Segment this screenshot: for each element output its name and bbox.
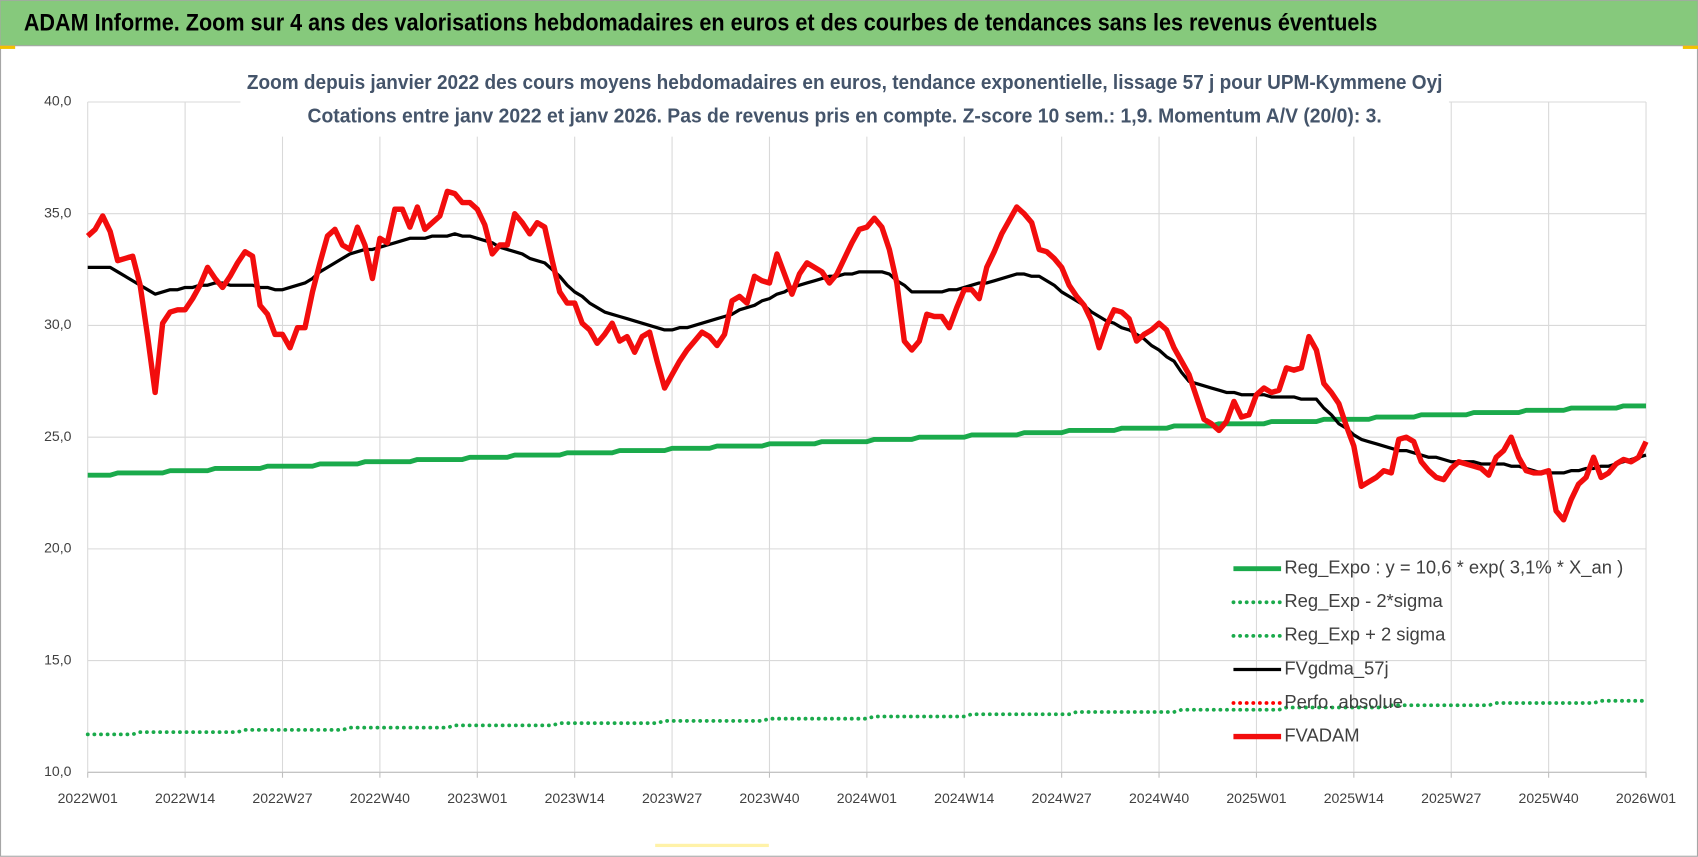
legend-label: Reg_Exp + 2 sigma (1284, 624, 1446, 646)
chart-title: Zoom depuis janvier 2022 des cours moyen… (247, 71, 1443, 94)
header-bar (0, 0, 1698, 47)
x-tick-label: 2023W27 (642, 790, 702, 806)
plot-lines (85, 188, 1649, 737)
x-tick-label: 2024W40 (1129, 790, 1189, 806)
legend: Reg_Expo : y = 10,6 * exp( 3,1% * X_an )… (1231, 557, 1623, 745)
x-tick-label: 2025W14 (1324, 790, 1384, 806)
y-tick-label: 35,0 (44, 204, 72, 220)
x-tick-label: 2022W01 (58, 790, 118, 806)
legend-label: Perfo. absolue (1284, 691, 1403, 712)
series-line (87, 232, 1647, 475)
corner-mark (1682, 45, 1698, 49)
corner-mark (0, 45, 16, 49)
x-tick-label: 2022W40 (350, 790, 410, 806)
chart-subtitle: Cotations entre janv 2022 et janv 2026. … (308, 105, 1382, 128)
legend-label: FVADAM (1284, 724, 1359, 745)
x-tick-label: 2025W27 (1421, 790, 1481, 806)
corner-mark (655, 843, 769, 848)
x-tick-label: 2024W14 (934, 790, 994, 806)
x-tick-label: 2025W40 (1519, 790, 1579, 806)
y-tick-label: 10,0 (44, 763, 72, 779)
x-tick-label: 2023W14 (545, 790, 605, 806)
x-tick-label: 2022W27 (252, 790, 312, 806)
legend-label: FVgdma_57j (1284, 657, 1388, 679)
y-tick-label: 40,0 (44, 93, 72, 109)
y-tick-label: 15,0 (44, 651, 72, 667)
series-line (87, 403, 1647, 478)
legend-label: Reg_Exp - 2*sigma (1284, 590, 1443, 612)
y-tick-label: 25,0 (44, 428, 72, 444)
x-tick-label: 2026W01 (1616, 790, 1676, 806)
x-tick-label: 2024W27 (1032, 790, 1092, 806)
series-line (85, 698, 1648, 737)
title-box (240, 65, 1449, 137)
x-tick-label: 2023W01 (447, 790, 507, 806)
x-tick-label: 2023W40 (739, 790, 799, 806)
x-tick-label: 2022W14 (155, 790, 215, 806)
x-tick-label: 2024W01 (837, 790, 897, 806)
header-title: ADAM Informe. Zoom sur 4 ans des valoris… (24, 9, 1378, 36)
y-tick-label: 30,0 (44, 316, 72, 332)
y-tick-label: 20,0 (44, 540, 72, 556)
legend-label: Reg_Expo : y = 10,6 * exp( 3,1% * X_an ) (1284, 557, 1623, 579)
series-line (85, 188, 1649, 523)
x-tick-label: 2025W01 (1226, 790, 1286, 806)
